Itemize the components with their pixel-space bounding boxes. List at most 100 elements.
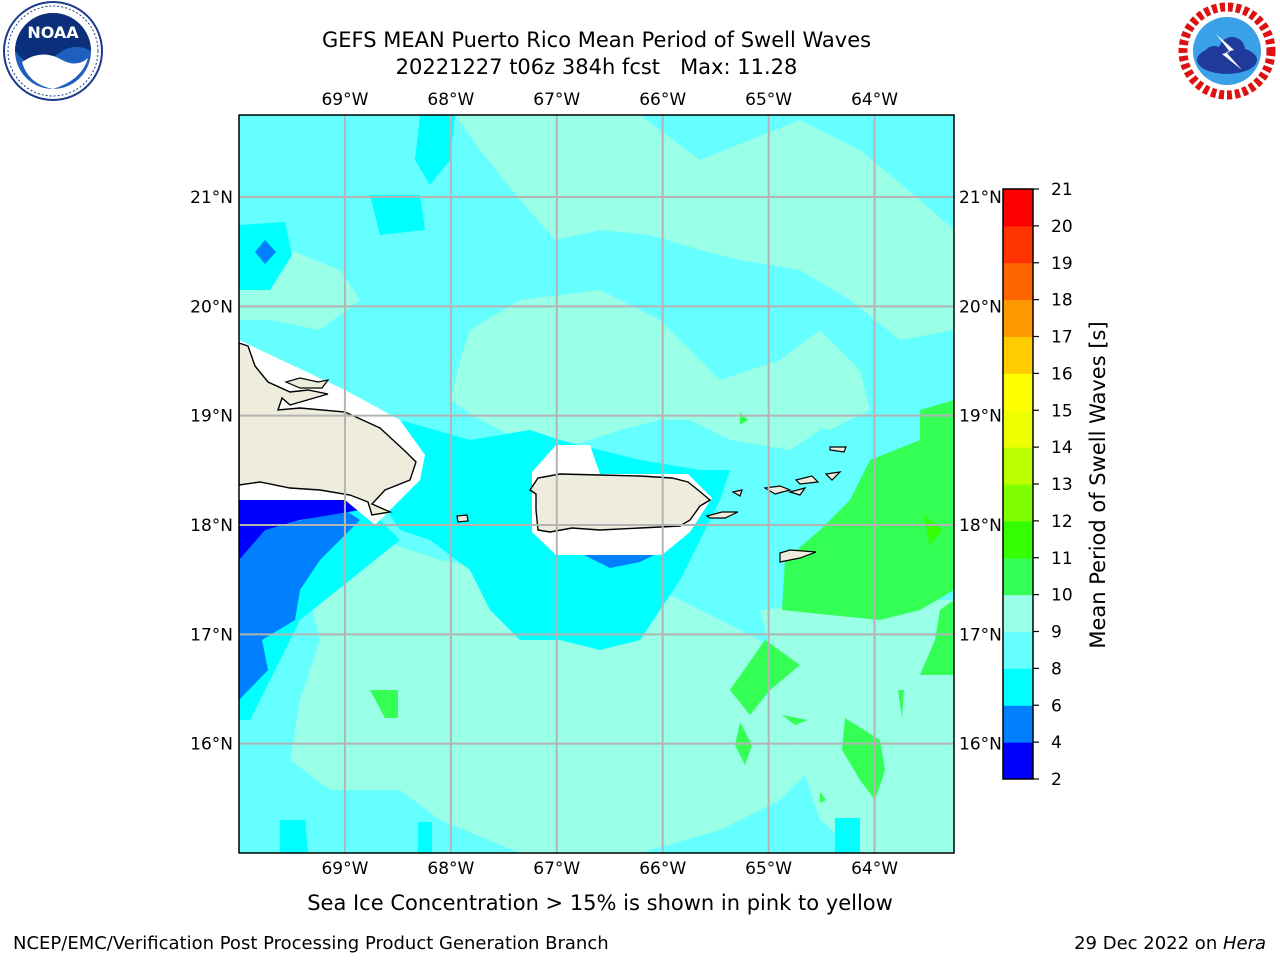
- colorbar-segment: [1003, 262, 1033, 301]
- colorbar-label: Mean Period of Swell Waves [s]: [1086, 321, 1110, 648]
- contour-10-11: [730, 640, 800, 715]
- footer-credit: NCEP/EMC/Verification Post Processing Pr…: [13, 933, 609, 954]
- land-vieques: [705, 511, 739, 519]
- contour-11-12: [924, 515, 942, 545]
- map-frame: [238, 114, 955, 854]
- contour-4-6: [578, 552, 660, 568]
- lat-tick-label: 21°N: [190, 188, 233, 208]
- lat-tick-label: 21°N: [959, 188, 1002, 208]
- colorbar-tick-label: 6: [1051, 696, 1062, 716]
- footer-date-text: 29 Dec 2022 on: [1074, 933, 1223, 954]
- colorbar-tick-label: 18: [1051, 291, 1073, 311]
- colorbar-tick-label: 4: [1051, 733, 1062, 753]
- lon-tick-label: 67°W: [533, 859, 580, 879]
- lat-tick-label: 17°N: [959, 625, 1002, 645]
- land-hispaniola: [239, 342, 417, 516]
- lat-ticks-right: 16°N 17°N 18°N 19°N 20°N 21°N: [959, 188, 1002, 755]
- colorbar-segment: [1003, 299, 1033, 337]
- lat-tick-label: 16°N: [959, 735, 1002, 755]
- sea-ice-note: Sea Ice Concentration > 15% is shown in …: [307, 891, 893, 915]
- colorbar-tick-label: 19: [1051, 254, 1073, 274]
- lat-tick-label: 18°N: [959, 516, 1002, 536]
- footer-date: 29 Dec 2022 on Hera: [1074, 933, 1266, 954]
- contour-9-10: [290, 540, 820, 853]
- footer-host: Hera: [1222, 933, 1266, 954]
- lon-tick-label: 68°W: [427, 90, 474, 110]
- colorbar-segment: [1003, 594, 1033, 632]
- colorbar-tick-label: 20: [1051, 217, 1073, 237]
- lon-tick-label: 69°W: [321, 90, 368, 110]
- colorbar-segment: [1003, 484, 1033, 522]
- lon-tick-label: 66°W: [639, 90, 686, 110]
- chart-title: GEFS MEAN Puerto Rico Mean Period of Swe…: [321, 28, 872, 52]
- colorbar-segment: [1003, 520, 1033, 559]
- land-virgin-islands: [763, 446, 847, 496]
- colorbar-segment: [1003, 742, 1033, 780]
- lon-tick-label: 65°W: [745, 90, 792, 110]
- land-st-croix: [779, 549, 817, 563]
- colorbar-tick-label: 12: [1051, 512, 1073, 532]
- contour-10-11: [370, 690, 398, 718]
- colorbar-segment: [1003, 336, 1033, 374]
- colorbar-tick-label: 13: [1051, 475, 1073, 495]
- contour-6-8: [835, 818, 860, 853]
- land-islet: [284, 377, 330, 389]
- colorbar-segment: [1003, 410, 1033, 448]
- nws-logo: [1178, 2, 1276, 100]
- land-puerto-rico: [529, 473, 712, 533]
- colorbar-tick-label: 17: [1051, 328, 1073, 348]
- swell-period-field: [239, 115, 954, 853]
- lon-tick-label: 68°W: [427, 859, 474, 879]
- noaa-logo-text: NOAA: [27, 23, 79, 42]
- colorbar-tick-label: 10: [1051, 586, 1073, 606]
- lat-ticks-left: 16°N 17°N 18°N 19°N 20°N 21°N: [190, 188, 233, 755]
- contour-4-6: [239, 510, 360, 700]
- lon-tick-label: 66°W: [639, 859, 686, 879]
- colorbar-tick-label: 11: [1051, 549, 1073, 569]
- contour-10-11: [820, 792, 826, 803]
- colorbar-segment: [1003, 225, 1033, 264]
- lon-tick-label: 67°W: [533, 90, 580, 110]
- colorbar-segment: [1003, 189, 1033, 227]
- contour-6-8: [418, 822, 432, 853]
- lat-tick-label: 20°N: [959, 297, 1002, 317]
- contour-10-11: [782, 715, 808, 725]
- lat-tick-label: 19°N: [959, 407, 1002, 427]
- contour-4-6: [255, 240, 276, 264]
- chart-subtitle: 20221227 t06z 384h fcst Max: 11.28: [395, 55, 798, 79]
- contour-6-8: [415, 115, 455, 185]
- contour-10-11: [898, 690, 904, 718]
- colorbar-segment: [1003, 705, 1033, 743]
- colorbar-tick-label: 2: [1051, 770, 1062, 790]
- lat-tick-label: 16°N: [190, 735, 233, 755]
- colorbar-tick-label: 15: [1051, 401, 1073, 421]
- lat-tick-label: 17°N: [190, 625, 233, 645]
- contour-10-11: [920, 600, 954, 675]
- colorbar-tick-label: 14: [1051, 438, 1073, 458]
- graticule: [239, 115, 954, 853]
- lon-ticks-top: 69°W 68°W 67°W 66°W 65°W 64°W: [321, 90, 898, 110]
- colorbar-segment: [1003, 447, 1033, 485]
- lon-tick-label: 64°W: [851, 90, 898, 110]
- contour-9-10: [455, 115, 954, 340]
- land-culebra: [731, 489, 743, 497]
- noaa-logo: NOAA: [3, 1, 103, 101]
- colorbar-tick-label: 8: [1051, 659, 1062, 679]
- contour-6-8: [280, 820, 308, 853]
- contour-6-8: [370, 195, 425, 235]
- lat-tick-label: 19°N: [190, 407, 233, 427]
- land-mona-island: [456, 514, 469, 523]
- colorbar-tick-label: 21: [1051, 180, 1073, 200]
- contour-10-11: [782, 400, 954, 620]
- lon-tick-label: 64°W: [851, 859, 898, 879]
- lon-tick-label: 69°W: [321, 859, 368, 879]
- colorbar-segment: [1003, 668, 1033, 706]
- lon-tick-label: 65°W: [745, 859, 792, 879]
- lat-tick-label: 20°N: [190, 297, 233, 317]
- colorbar-tick-label: 16: [1051, 364, 1073, 384]
- lon-ticks-bottom: 69°W 68°W 67°W 66°W 65°W 64°W: [321, 859, 898, 879]
- contour-2-4: [239, 500, 360, 560]
- colorbar-segment: [1003, 557, 1033, 596]
- colorbar-segment: [1003, 631, 1033, 669]
